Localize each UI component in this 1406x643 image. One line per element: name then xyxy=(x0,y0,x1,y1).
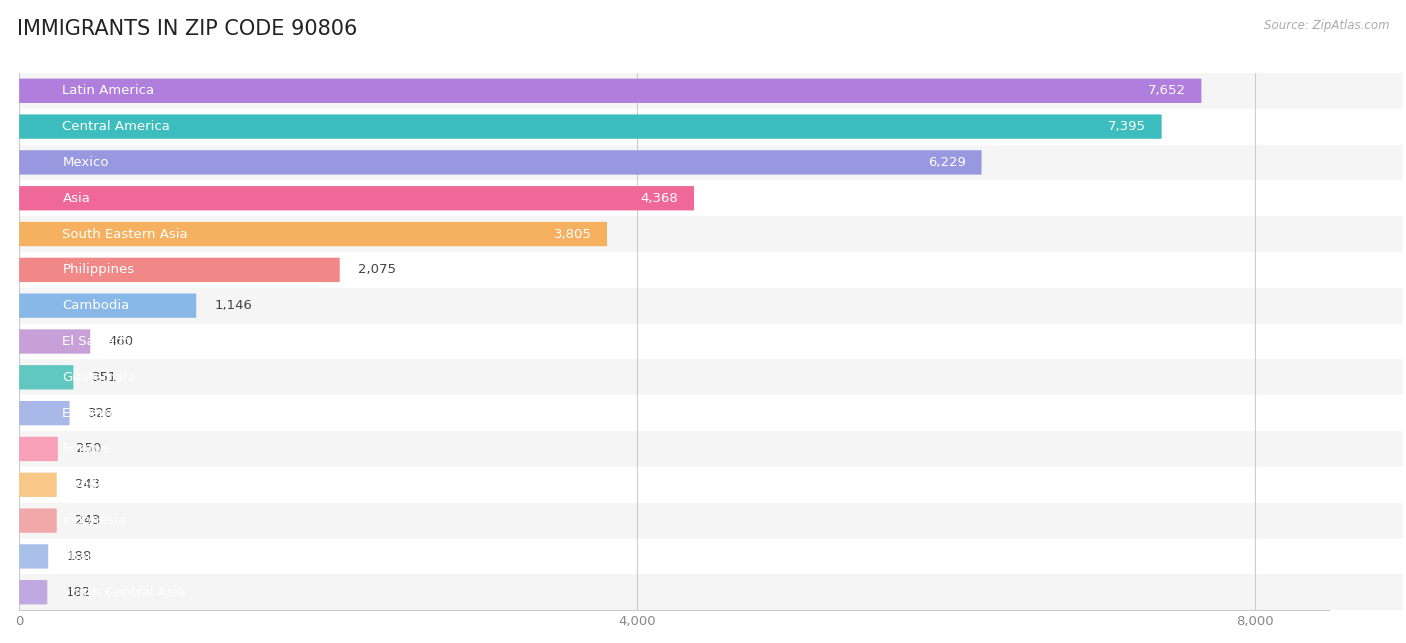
Text: 326: 326 xyxy=(89,406,114,420)
Text: South Eastern Asia: South Eastern Asia xyxy=(62,228,188,240)
FancyBboxPatch shape xyxy=(20,329,90,354)
Text: 2,075: 2,075 xyxy=(359,264,396,276)
FancyBboxPatch shape xyxy=(20,323,1403,359)
FancyBboxPatch shape xyxy=(20,222,607,246)
FancyBboxPatch shape xyxy=(20,109,1403,145)
FancyBboxPatch shape xyxy=(20,473,56,497)
FancyBboxPatch shape xyxy=(20,395,1403,431)
Text: El Salvador: El Salvador xyxy=(62,335,136,348)
FancyBboxPatch shape xyxy=(20,114,1161,139)
Text: Philippines: Philippines xyxy=(62,264,135,276)
Text: Latin America: Latin America xyxy=(62,84,155,97)
Text: 182: 182 xyxy=(66,586,91,599)
FancyBboxPatch shape xyxy=(20,538,1403,574)
Text: Mexico: Mexico xyxy=(62,156,108,169)
FancyBboxPatch shape xyxy=(20,467,1403,503)
FancyBboxPatch shape xyxy=(20,359,1403,395)
Text: Guatemala: Guatemala xyxy=(62,371,136,384)
Text: 243: 243 xyxy=(76,478,101,491)
FancyBboxPatch shape xyxy=(20,544,48,568)
Text: 7,395: 7,395 xyxy=(1108,120,1146,133)
FancyBboxPatch shape xyxy=(20,288,1403,323)
Text: 250: 250 xyxy=(76,442,101,455)
FancyBboxPatch shape xyxy=(20,216,1403,252)
FancyBboxPatch shape xyxy=(20,258,340,282)
Text: Cambodia: Cambodia xyxy=(62,299,129,312)
FancyBboxPatch shape xyxy=(20,145,1403,180)
Text: Eastern Asia: Eastern Asia xyxy=(62,406,145,420)
FancyBboxPatch shape xyxy=(20,293,197,318)
Text: Source: ZipAtlas.com: Source: ZipAtlas.com xyxy=(1264,19,1389,32)
FancyBboxPatch shape xyxy=(20,252,1403,288)
FancyBboxPatch shape xyxy=(20,180,1403,216)
Text: IMMIGRANTS IN ZIP CODE 90806: IMMIGRANTS IN ZIP CODE 90806 xyxy=(17,19,357,39)
FancyBboxPatch shape xyxy=(20,580,48,604)
Text: 1,146: 1,146 xyxy=(215,299,253,312)
Text: Central America: Central America xyxy=(62,120,170,133)
FancyBboxPatch shape xyxy=(20,431,1403,467)
Text: 7,652: 7,652 xyxy=(1147,84,1185,97)
Text: 243: 243 xyxy=(76,514,101,527)
Text: 4,368: 4,368 xyxy=(641,192,679,204)
Text: 3,805: 3,805 xyxy=(554,228,592,240)
Text: Indonesia: Indonesia xyxy=(62,514,127,527)
Text: Asia: Asia xyxy=(62,192,90,204)
Text: South Central Asia: South Central Asia xyxy=(62,586,186,599)
FancyBboxPatch shape xyxy=(20,186,695,210)
FancyBboxPatch shape xyxy=(20,509,56,533)
Text: 351: 351 xyxy=(91,371,118,384)
FancyBboxPatch shape xyxy=(20,401,69,425)
FancyBboxPatch shape xyxy=(20,150,981,175)
Text: 6,229: 6,229 xyxy=(928,156,966,169)
FancyBboxPatch shape xyxy=(20,574,1403,610)
Text: Thailand: Thailand xyxy=(62,550,120,563)
FancyBboxPatch shape xyxy=(20,365,73,390)
FancyBboxPatch shape xyxy=(20,78,1201,103)
FancyBboxPatch shape xyxy=(20,73,1403,109)
FancyBboxPatch shape xyxy=(20,437,58,461)
Text: Honduras: Honduras xyxy=(62,478,127,491)
Text: 460: 460 xyxy=(108,335,134,348)
Text: 188: 188 xyxy=(66,550,91,563)
Text: Europe: Europe xyxy=(62,442,110,455)
FancyBboxPatch shape xyxy=(20,503,1403,538)
